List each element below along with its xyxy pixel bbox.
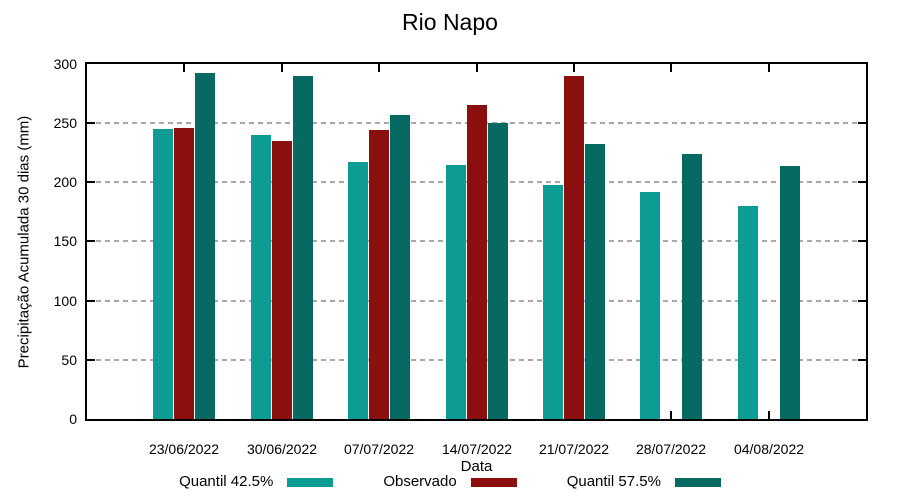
legend-item-observado: Observado (383, 473, 517, 491)
x-tick-label-4: 21/07/2022 (538, 441, 610, 457)
bar-quantil-42.5--21-07-2022 (543, 185, 563, 419)
bar-observado-14-07-2022 (467, 105, 487, 419)
y-tick-right-100 (858, 300, 866, 302)
y-tick-label-100: 100 (53, 293, 77, 309)
legend-item-quantil-57.5-: Quantil 57.5% (567, 473, 721, 491)
x-tick-top-5 (670, 64, 672, 72)
y-tick-left-100 (87, 300, 95, 302)
y-tick-left-150 (87, 240, 95, 242)
x-tick-top-1 (281, 64, 283, 72)
x-tick-top-4 (573, 64, 575, 72)
x-tick-bottom-6 (768, 411, 770, 419)
bar-quantil-57.5--23-06-2022 (195, 73, 215, 419)
bar-quantil-57.5--07-07-2022 (390, 115, 410, 419)
plot-area (85, 62, 868, 421)
bar-observado-23-06-2022 (174, 128, 194, 419)
legend-label-quantil-57.5-: Quantil 57.5% (566, 473, 661, 490)
y-tick-label-150: 150 (53, 233, 77, 249)
y-tick-label-0: 0 (69, 411, 77, 427)
y-tick-left-200 (87, 181, 95, 183)
bar-quantil-42.5--30-06-2022 (251, 135, 271, 419)
bar-quantil-42.5--14-07-2022 (446, 165, 466, 419)
y-tick-label-250: 250 (53, 115, 77, 131)
bar-quantil-57.5--04-08-2022 (780, 166, 800, 419)
bar-quantil-42.5--23-06-2022 (153, 129, 173, 419)
legend-item-quantil-42.5-: Quantil 42.5% (179, 473, 334, 491)
y-tick-left-250 (87, 122, 95, 124)
y-tick-label-300: 300 (53, 56, 77, 72)
y-tick-label-50: 50 (61, 352, 77, 368)
legend-swatch-observado (470, 477, 517, 487)
x-tick-label-6: 04/08/2022 (733, 441, 805, 457)
legend-swatch-quantil-57.5- (674, 477, 721, 487)
x-tick-label-1: 30/06/2022 (246, 441, 318, 457)
y-tick-label-200: 200 (53, 174, 77, 190)
y-tick-right-150 (858, 240, 866, 242)
x-tick-top-0 (183, 64, 185, 72)
bar-quantil-42.5--07-07-2022 (348, 162, 368, 419)
y-tick-right-50 (858, 359, 866, 361)
bar-quantil-57.5--28-07-2022 (682, 154, 702, 419)
bar-observado-21-07-2022 (564, 76, 584, 419)
y-tick-right-250 (858, 122, 866, 124)
x-axis-title: Data (460, 458, 493, 475)
x-tick-label-0: 23/06/2022 (148, 441, 220, 457)
x-tick-bottom-5 (670, 411, 672, 419)
x-tick-label-2: 07/07/2022 (343, 441, 415, 457)
legend-label-observado: Observado (383, 473, 457, 490)
legend-label-quantil-42.5-: Quantil 42.5% (179, 473, 274, 490)
bar-quantil-57.5--21-07-2022 (585, 144, 605, 419)
bar-quantil-42.5--04-08-2022 (738, 206, 758, 419)
bar-quantil-57.5--30-06-2022 (293, 76, 313, 419)
x-tick-label-5: 28/07/2022 (635, 441, 707, 457)
x-tick-top-3 (476, 64, 478, 72)
x-tick-top-2 (378, 64, 380, 72)
y-tick-left-50 (87, 359, 95, 361)
bar-observado-07-07-2022 (369, 130, 389, 419)
bar-quantil-42.5--28-07-2022 (640, 192, 660, 419)
bar-observado-30-06-2022 (272, 141, 292, 419)
legend-swatch-quantil-42.5- (287, 477, 334, 487)
chart-title: Rio Napo (402, 9, 498, 35)
legend: Quantil 42.5% Observado Quantil 57.5% (0, 473, 900, 491)
y-tick-right-200 (858, 181, 866, 183)
x-tick-top-6 (768, 64, 770, 72)
x-tick-label-3: 14/07/2022 (441, 441, 513, 457)
bar-quantil-57.5--14-07-2022 (488, 123, 508, 419)
